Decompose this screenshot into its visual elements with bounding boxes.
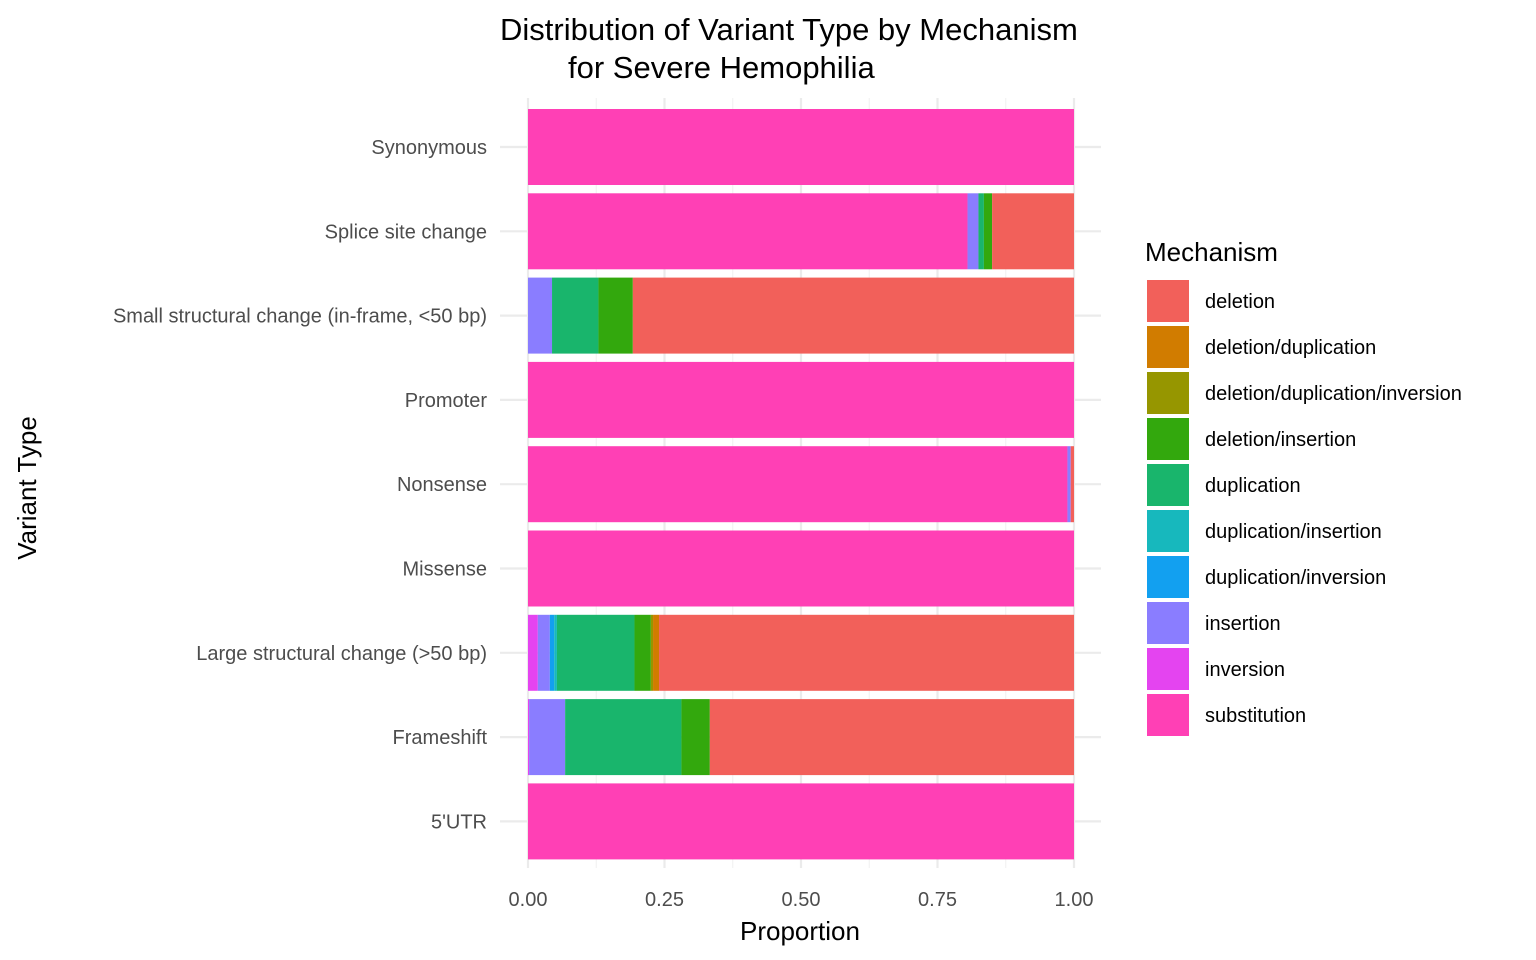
y-tick-label: Large structural change (>50 bp) bbox=[196, 643, 487, 665]
bar-segment-substitution bbox=[528, 361, 1074, 438]
bar-segment-duplication bbox=[556, 614, 635, 691]
x-axis-title: Proportion bbox=[740, 916, 860, 946]
y-axis-title: Variant Type bbox=[12, 416, 42, 560]
chart-title-line-2: for Severe Hemophilia bbox=[568, 50, 875, 85]
bar-segment-inversion bbox=[528, 614, 538, 691]
bar-segment-duplication bbox=[565, 699, 682, 776]
legend-swatch bbox=[1147, 464, 1189, 506]
bar-segment-substitution bbox=[528, 109, 1074, 185]
legend-label: insertion bbox=[1205, 613, 1281, 635]
y-tick-label: Synonymous bbox=[371, 137, 487, 159]
bar-segment-deletion bbox=[632, 277, 1074, 354]
axes-layer: 5'UTR Frameshift Large structural change (… bbox=[113, 137, 1094, 911]
legend-swatch bbox=[1147, 372, 1189, 414]
bar-segment-deletion-duplication bbox=[653, 614, 660, 691]
y-tick-label: 5'UTR bbox=[431, 811, 487, 833]
legend-label: duplication/inversion bbox=[1205, 567, 1386, 589]
x-tick-label: 0.25 bbox=[645, 889, 684, 911]
bars-layer bbox=[528, 109, 1074, 860]
bar-segment-deletion-insertion bbox=[598, 277, 633, 354]
legend-title: Mechanism bbox=[1145, 237, 1278, 267]
bar-segment-deletion bbox=[659, 614, 1074, 691]
legend-label: deletion/duplication bbox=[1205, 337, 1376, 359]
bar-segment-deletion-insertion bbox=[634, 614, 651, 691]
y-tick-label: Small structural change (in-frame, <50 b… bbox=[113, 306, 487, 328]
y-tick-label: Missense bbox=[403, 559, 487, 581]
legend-swatch bbox=[1147, 510, 1189, 552]
bar-segment-insertion bbox=[528, 277, 553, 354]
legend-swatch bbox=[1147, 280, 1189, 322]
y-tick-label: Splice site change bbox=[325, 221, 487, 243]
chart-title-line-1: Distribution of Variant Type by Mechanis… bbox=[500, 12, 1078, 47]
y-tick-label: Frameshift bbox=[393, 727, 488, 749]
legend-label: substitution bbox=[1205, 705, 1306, 727]
x-tick-label: 0.00 bbox=[509, 889, 548, 911]
legend-label: deletion/insertion bbox=[1205, 429, 1356, 451]
legend: Mechanism deletion deletion/duplication del… bbox=[1145, 237, 1462, 736]
bar-segment-insertion bbox=[967, 193, 979, 270]
bar-segment-inversion bbox=[528, 699, 530, 776]
bar-segment-substitution bbox=[528, 193, 968, 270]
bar-segment-substitution bbox=[528, 530, 1074, 607]
legend-label: duplication/insertion bbox=[1205, 521, 1382, 543]
x-tick-label: 1.00 bbox=[1055, 889, 1094, 911]
bar-segment-duplication-inversion bbox=[549, 614, 555, 691]
bar-segment-insertion bbox=[537, 614, 550, 691]
legend-swatch bbox=[1147, 326, 1189, 368]
legend-swatch bbox=[1147, 694, 1189, 736]
y-tick-label: Promoter bbox=[405, 390, 488, 412]
bar-segment-duplication-insertion bbox=[554, 614, 557, 691]
bar-segment-duplication bbox=[552, 277, 599, 354]
legend-swatch bbox=[1147, 556, 1189, 598]
x-tick-label: 0.75 bbox=[918, 889, 957, 911]
legend-label: inversion bbox=[1205, 659, 1285, 681]
legend-label: duplication bbox=[1205, 475, 1301, 497]
bar-segment-deletion-insertion bbox=[681, 699, 710, 776]
bar-segment-duplication bbox=[978, 193, 984, 270]
bar-segment-deletion bbox=[1070, 446, 1074, 523]
bar-segment-substitution bbox=[528, 446, 1068, 523]
bar-segment-insertion bbox=[1067, 446, 1071, 523]
legend-swatch bbox=[1147, 602, 1189, 644]
legend-swatch bbox=[1147, 418, 1189, 460]
y-tick-label: Nonsense bbox=[397, 474, 487, 496]
legend-label: deletion/duplication/inversion bbox=[1205, 383, 1462, 405]
bar-segment-deletion bbox=[992, 193, 1074, 270]
legend-label: deletion bbox=[1205, 291, 1275, 313]
bar-segment-deletion bbox=[709, 699, 1074, 776]
bar-segment-deletion-duplication-inversion bbox=[650, 614, 654, 691]
legend-swatch bbox=[1147, 648, 1189, 690]
bar-segment-deletion-insertion bbox=[983, 193, 993, 270]
bar-segment-insertion bbox=[529, 699, 566, 776]
bar-segment-substitution bbox=[528, 783, 1074, 860]
x-tick-label: 0.50 bbox=[782, 889, 821, 911]
